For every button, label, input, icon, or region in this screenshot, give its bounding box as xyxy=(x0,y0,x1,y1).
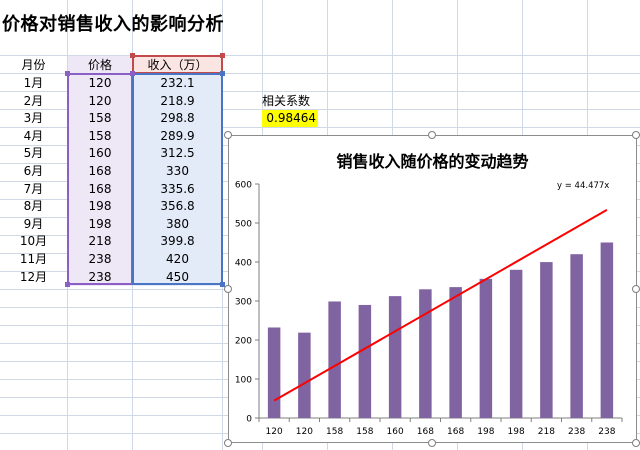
cell-price[interactable]: 120 xyxy=(68,91,132,110)
cell-price[interactable]: 218 xyxy=(68,232,132,251)
x-tick-label: 120 xyxy=(266,427,283,437)
revenue-selection-handle[interactable] xyxy=(220,282,225,287)
cell-price[interactable]: 158 xyxy=(68,109,132,128)
grid-line xyxy=(0,127,640,128)
cell-month[interactable]: 2月 xyxy=(23,93,44,108)
bar xyxy=(479,278,493,418)
correlation-value[interactable]: 0.98464 xyxy=(262,110,318,127)
y-tick-label: 600 xyxy=(235,181,252,191)
cell-revenue[interactable]: 298.8 xyxy=(133,109,222,128)
bar xyxy=(298,332,311,418)
cell-month[interactable]: 7月 xyxy=(23,181,44,196)
cell-revenue[interactable]: 330 xyxy=(133,162,222,180)
cell-revenue[interactable]: 399.8 xyxy=(133,232,222,251)
chart-resize-handle[interactable] xyxy=(632,439,640,447)
cell-price[interactable]: 168 xyxy=(68,179,132,198)
revenue-selection-handle[interactable] xyxy=(220,71,225,76)
chart-resize-handle[interactable] xyxy=(428,131,436,139)
cell-price[interactable]: 158 xyxy=(68,126,132,145)
grid-line xyxy=(0,109,640,110)
header-month[interactable]: 月份 xyxy=(21,58,46,72)
price-selection-handle[interactable] xyxy=(65,282,70,287)
cell-month[interactable]: 1月 xyxy=(23,76,44,90)
trendline xyxy=(273,208,608,402)
cell-month[interactable]: 8月 xyxy=(23,199,44,214)
x-tick-label: 158 xyxy=(326,427,343,437)
bar xyxy=(358,304,372,418)
bar xyxy=(388,296,402,418)
bar xyxy=(509,269,523,418)
price-selection-handle[interactable] xyxy=(65,71,70,76)
cell-revenue[interactable]: 289.9 xyxy=(133,126,222,145)
x-tick-label: 218 xyxy=(538,427,555,437)
chart-resize-handle[interactable] xyxy=(224,285,232,293)
header-price[interactable]: 价格 xyxy=(68,56,132,74)
cell-month[interactable]: 10月 xyxy=(19,234,48,249)
cell-revenue[interactable]: 420 xyxy=(133,250,222,268)
correlation-label: 相关系数 xyxy=(262,94,311,108)
cell-month[interactable]: 3月 xyxy=(23,111,44,126)
cell-price[interactable]: 168 xyxy=(68,162,132,180)
bar xyxy=(449,287,462,418)
header-selection-handle[interactable] xyxy=(130,53,135,58)
bar xyxy=(570,254,583,418)
x-tick-label: 168 xyxy=(417,427,434,437)
chart-plot: 0 100 200 300 400 500 600 120 120 158 158 160 168 168… xyxy=(235,181,623,437)
cell-price[interactable]: 160 xyxy=(68,144,132,163)
y-tick-label: 0 xyxy=(246,415,252,425)
cell-revenue[interactable]: 450 xyxy=(133,267,222,286)
cell-month[interactable]: 9月 xyxy=(23,216,44,231)
cell-revenue[interactable]: 335.6 xyxy=(133,179,222,198)
x-tick-label: 238 xyxy=(598,427,615,437)
x-tick-label: 160 xyxy=(387,427,404,437)
y-tick-label: 500 xyxy=(235,220,252,230)
cell-revenue[interactable]: 218.9 xyxy=(133,91,222,110)
sheet-title: 价格对销售收入的影响分析 xyxy=(2,14,224,35)
cell-price[interactable]: 198 xyxy=(68,214,132,233)
x-tick-label: 198 xyxy=(477,427,494,437)
cell-price[interactable]: 238 xyxy=(68,250,132,268)
chart-resize-handle[interactable] xyxy=(632,131,640,139)
grid-line xyxy=(0,55,640,56)
cell-month[interactable]: 11月 xyxy=(19,252,48,266)
header-revenue[interactable]: 收入（万） xyxy=(133,56,222,74)
grid-line xyxy=(222,0,223,450)
chart-area[interactable]: 销售收入随价格的变动趋势 0 100 200 300 400 500 600 120 120 15… xyxy=(228,135,637,443)
chart-resize-handle[interactable] xyxy=(224,131,232,139)
cell-revenue[interactable]: 380 xyxy=(133,214,222,233)
x-tick-label: 198 xyxy=(508,427,525,437)
chart-resize-handle[interactable] xyxy=(632,285,640,293)
y-tick-label: 300 xyxy=(235,298,252,308)
y-tick-label: 200 xyxy=(235,337,252,347)
cell-price[interactable]: 198 xyxy=(68,197,132,216)
trendline-equation: y = 44.477x xyxy=(557,181,609,191)
chart-title: 销售收入随价格的变动趋势 xyxy=(336,152,529,171)
header-selection-handle[interactable] xyxy=(220,53,225,58)
cell-price[interactable]: 238 xyxy=(68,267,132,286)
cell-revenue[interactable]: 312.5 xyxy=(133,144,222,163)
y-tick-label: 400 xyxy=(235,259,252,269)
y-tick-label: 100 xyxy=(235,376,252,386)
cell-revenue[interactable]: 356.8 xyxy=(133,197,222,216)
bar xyxy=(328,301,341,418)
bar xyxy=(540,262,553,418)
bar xyxy=(600,242,614,418)
x-tick-label: 238 xyxy=(568,427,585,437)
price-selection-handle[interactable] xyxy=(130,71,135,76)
grid-line xyxy=(0,73,640,74)
bar xyxy=(267,327,281,418)
x-tick-label: 158 xyxy=(356,427,373,437)
cell-month[interactable]: 5月 xyxy=(23,146,44,161)
chart-resize-handle[interactable] xyxy=(224,439,232,447)
chart-resize-handle[interactable] xyxy=(428,439,436,447)
cell-month[interactable]: 12月 xyxy=(19,269,48,284)
cell-month[interactable]: 4月 xyxy=(23,128,44,143)
bar xyxy=(419,289,432,418)
grid-line xyxy=(0,91,640,92)
x-tick-label: 168 xyxy=(447,427,464,437)
cell-month[interactable]: 6月 xyxy=(23,164,44,178)
cell-revenue[interactable]: 232.1 xyxy=(133,74,222,92)
cell-price[interactable]: 120 xyxy=(68,74,132,92)
x-tick-label: 120 xyxy=(296,427,313,437)
